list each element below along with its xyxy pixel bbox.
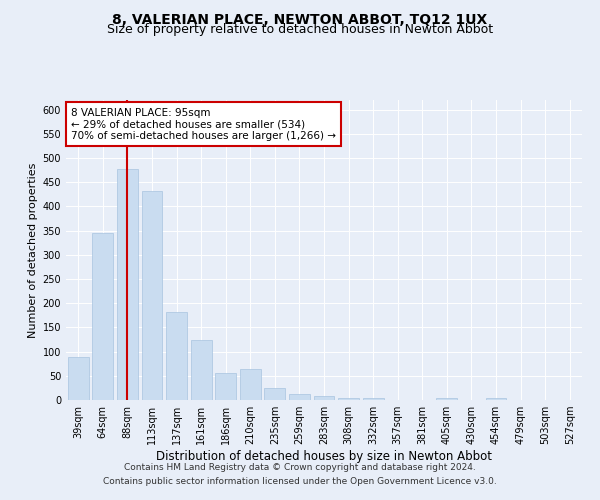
Bar (265, 388, 286, 400)
Bar (191, 340, 212, 400)
Text: 8, VALERIAN PLACE, NEWTON ABBOT, TQ12 1UX: 8, VALERIAN PLACE, NEWTON ABBOT, TQ12 1U… (112, 12, 488, 26)
Text: Contains HM Land Registry data © Crown copyright and database right 2024.: Contains HM Land Registry data © Crown c… (124, 464, 476, 472)
Y-axis label: Number of detached properties: Number of detached properties (28, 162, 38, 338)
Bar (485, 398, 506, 400)
Bar (289, 394, 310, 400)
Bar (92, 233, 113, 400)
Bar (338, 398, 359, 400)
Text: Size of property relative to detached houses in Newton Abbot: Size of property relative to detached ho… (107, 22, 493, 36)
Bar (362, 398, 383, 400)
Text: Contains public sector information licensed under the Open Government Licence v3: Contains public sector information licen… (103, 477, 497, 486)
Bar (436, 398, 457, 400)
Bar (240, 368, 261, 400)
Bar (314, 396, 334, 400)
Bar (117, 169, 138, 400)
Bar (142, 191, 163, 400)
Bar (215, 374, 236, 400)
Bar (68, 358, 89, 400)
Text: 8 VALERIAN PLACE: 95sqm
← 29% of detached houses are smaller (534)
70% of semi-d: 8 VALERIAN PLACE: 95sqm ← 29% of detache… (71, 108, 336, 140)
X-axis label: Distribution of detached houses by size in Newton Abbot: Distribution of detached houses by size … (156, 450, 492, 463)
Bar (166, 312, 187, 400)
